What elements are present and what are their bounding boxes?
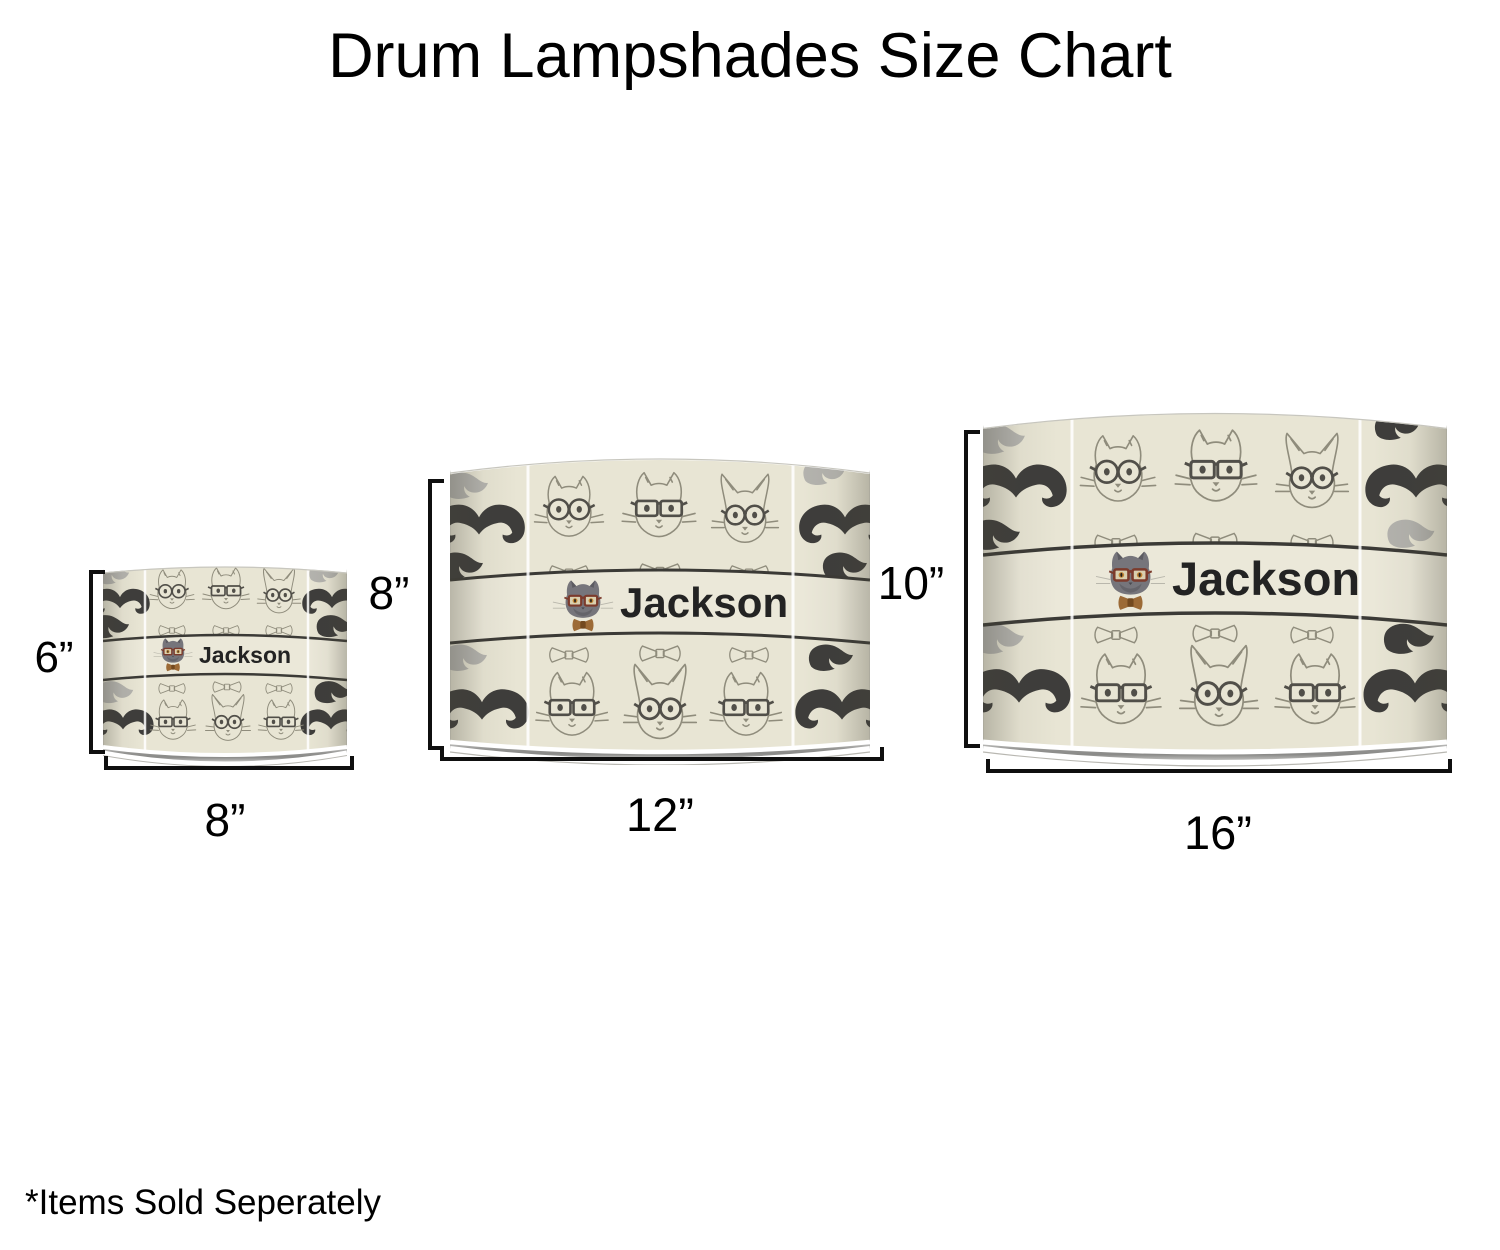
- lampshade-medium: Jackson: [450, 450, 870, 765]
- height-bracket-small: [89, 570, 105, 754]
- width-bracket-large: [986, 759, 1452, 773]
- height-bracket-large: [964, 430, 980, 748]
- height-label-large: 10”: [877, 557, 945, 609]
- width-label-small: 8”: [204, 794, 246, 846]
- width-label-medium: 12”: [626, 788, 694, 841]
- lampshade-small: Jackson: [103, 557, 347, 767]
- lampshade-small-drawing: Jackson: [103, 559, 347, 767]
- height-label-small: 6”: [34, 633, 74, 682]
- width-label-large: 16”: [1184, 806, 1252, 859]
- width-bracket-small: [104, 756, 354, 770]
- page-title: Drum Lampshades Size Chart: [328, 21, 1172, 91]
- height-bracket-medium: [428, 479, 444, 750]
- height-label-medium: 8”: [368, 567, 410, 619]
- lampshade-large: Jackson: [983, 405, 1447, 767]
- shade-top-rim: [103, 559, 347, 573]
- footnote: *Items Sold Seperately: [25, 1183, 382, 1222]
- lampshade-large-drawing: Jackson: [983, 406, 1447, 767]
- lampshade-medium-drawing: Jackson: [450, 452, 870, 765]
- width-bracket-medium: [440, 747, 884, 761]
- shade-top-rim: [450, 452, 870, 474]
- shade-top-rim: [983, 406, 1447, 429]
